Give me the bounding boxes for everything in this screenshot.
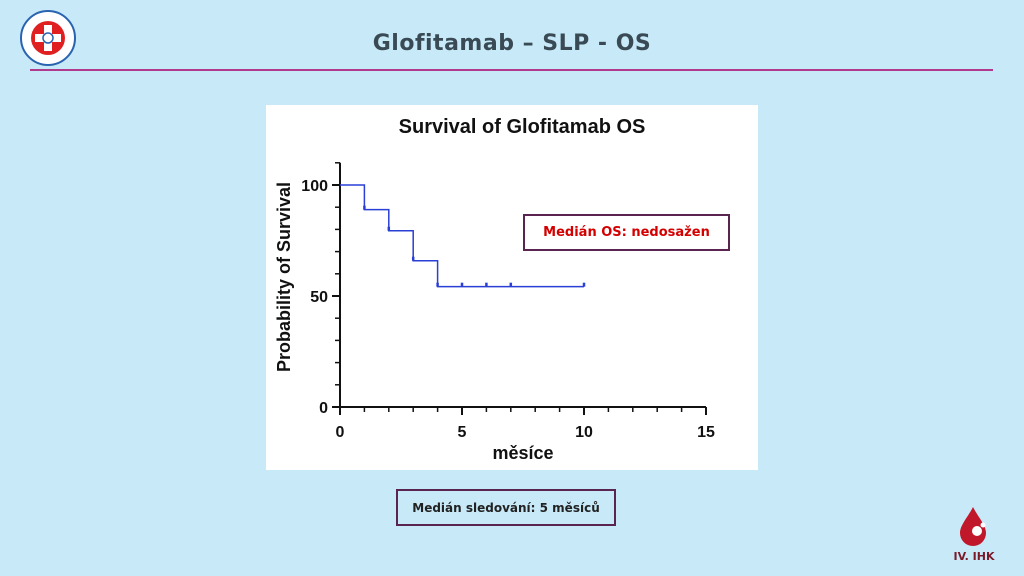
survival-curve <box>340 184 584 288</box>
title-divider <box>30 69 993 71</box>
blood-drop-logo <box>960 507 986 546</box>
y-tick-label: 100 <box>301 178 328 195</box>
censor-marks <box>363 205 586 287</box>
page-title: Glofitamab – SLP - OS <box>372 31 652 56</box>
hospital-logo <box>20 10 76 66</box>
survival-chart: Survival of Glofitamab OS 0 50 100 0 5 10 15 m… <box>274 116 715 463</box>
x-tick-label: 5 <box>458 424 467 441</box>
median-os-callout: Medián OS: nedosažen <box>523 214 730 251</box>
survival-step-line <box>340 184 584 288</box>
chart-axes: 0 50 100 0 5 10 15 <box>301 162 715 441</box>
y-axis-label: Probability of Survival <box>274 182 294 372</box>
chart-panel: Survival of Glofitamab OS 0 50 100 0 5 10 15 m… <box>266 105 758 470</box>
y-tick-label: 0 <box>319 400 328 417</box>
median-followup-callout: Medián sledování: 5 měsíců <box>396 489 616 526</box>
x-tick-label: 10 <box>575 424 593 441</box>
x-tick-label: 15 <box>697 424 715 441</box>
y-tick-label: 50 <box>310 289 328 306</box>
chart-title: Survival of Glofitamab OS <box>399 116 646 138</box>
x-tick-label: 0 <box>336 424 345 441</box>
x-axis-label: měsíce <box>492 443 553 463</box>
brand-label: IV. IHK <box>953 550 995 563</box>
